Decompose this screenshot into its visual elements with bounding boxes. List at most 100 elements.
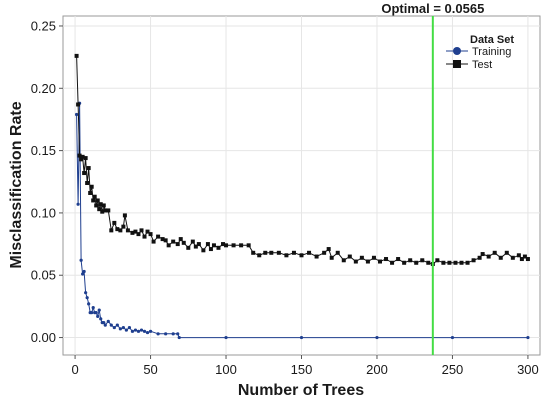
training-point: [74, 112, 79, 117]
test-point: [88, 190, 93, 195]
test-point: [435, 258, 440, 263]
training-point: [118, 327, 122, 331]
test-point: [516, 253, 521, 258]
test-point: [160, 237, 165, 242]
training-point: [103, 323, 107, 327]
x-tick-label: 250: [442, 362, 464, 377]
training-point: [171, 332, 175, 336]
y-tick-label: 0.00: [31, 330, 56, 345]
training-point: [96, 314, 100, 318]
test-point: [224, 243, 229, 248]
test-point: [136, 232, 141, 237]
test-point: [314, 254, 319, 259]
x-tick-label: 50: [143, 362, 157, 377]
test-point: [216, 245, 221, 250]
y-tick-label: 0.15: [31, 143, 56, 158]
training-point: [526, 335, 530, 340]
legend: Data Set Training Test: [446, 34, 514, 71]
training-point: [130, 329, 135, 333]
training-point: [136, 329, 141, 333]
training-point: [76, 202, 80, 206]
test-point: [130, 230, 135, 235]
training-point: [176, 332, 180, 336]
training-point: [299, 335, 304, 340]
test-point: [82, 171, 87, 176]
test-point: [341, 258, 346, 263]
test-point: [76, 102, 81, 107]
test-point: [426, 260, 431, 265]
test-point: [239, 243, 244, 248]
x-tick-label: 0: [71, 362, 78, 377]
test-point: [193, 244, 198, 249]
test-point: [335, 250, 340, 255]
test-point: [175, 242, 180, 247]
test-point: [519, 257, 524, 262]
test-point: [402, 260, 407, 265]
test-point: [504, 250, 509, 255]
test-point: [125, 228, 130, 233]
training-point: [81, 272, 85, 276]
training-point: [94, 311, 98, 315]
test-point: [408, 258, 413, 263]
grid-layer: [63, 16, 540, 355]
test-point: [79, 157, 84, 162]
test-point: [145, 229, 150, 234]
training-point: [90, 311, 94, 315]
training-point: [145, 330, 150, 335]
test-point: [163, 238, 168, 243]
x-axis-label: Number of Trees: [238, 382, 364, 399]
test-point: [525, 257, 530, 262]
test-point: [74, 53, 79, 58]
training-point: [115, 323, 119, 327]
y-tick-label: 0.20: [31, 81, 56, 96]
training-point: [121, 325, 125, 330]
test-point: [322, 250, 327, 255]
test-point: [151, 239, 156, 244]
training-point: [124, 328, 128, 332]
test-point: [329, 255, 334, 260]
test-point: [201, 248, 206, 253]
training-point: [102, 320, 106, 325]
test-point: [251, 250, 256, 255]
axis-layer: 0 50 100 150 200 250 300 0.00 0.05 0.10 0.15 0.20 0.…: [31, 18, 539, 377]
training-series: [74, 101, 530, 340]
test-point: [92, 194, 97, 199]
training-point: [79, 258, 83, 262]
test-point: [139, 228, 144, 233]
test-point: [510, 255, 515, 260]
test-point: [205, 242, 210, 247]
y-tick-label: 0.10: [31, 205, 56, 220]
test-point: [112, 220, 117, 225]
training-point: [375, 335, 379, 340]
training-point: [106, 319, 110, 323]
test-point: [299, 253, 304, 258]
test-point: [83, 156, 88, 161]
test-point: [86, 166, 91, 171]
test-point: [353, 259, 358, 264]
x-tick-label: 200: [366, 362, 388, 377]
test-point: [257, 253, 262, 258]
test-point: [148, 232, 153, 237]
training-point: [82, 269, 86, 274]
training-point: [450, 335, 455, 340]
test-point: [80, 154, 85, 159]
test-point: [196, 242, 201, 247]
y-tick-label: 0.25: [31, 18, 56, 33]
training-point: [164, 332, 168, 336]
test-point: [347, 254, 352, 259]
test-point: [208, 247, 213, 252]
legend-test-marker: [453, 60, 461, 68]
test-point: [100, 209, 105, 214]
training-point: [127, 325, 132, 330]
test-point: [359, 255, 364, 260]
training-point: [156, 332, 160, 336]
test-point: [89, 184, 94, 189]
test-series-line: [76, 55, 529, 265]
test-point: [121, 224, 126, 229]
test-point: [465, 260, 470, 265]
test-point: [414, 260, 419, 265]
test-point: [211, 243, 216, 248]
test-point: [390, 260, 395, 265]
test-point: [441, 260, 446, 265]
